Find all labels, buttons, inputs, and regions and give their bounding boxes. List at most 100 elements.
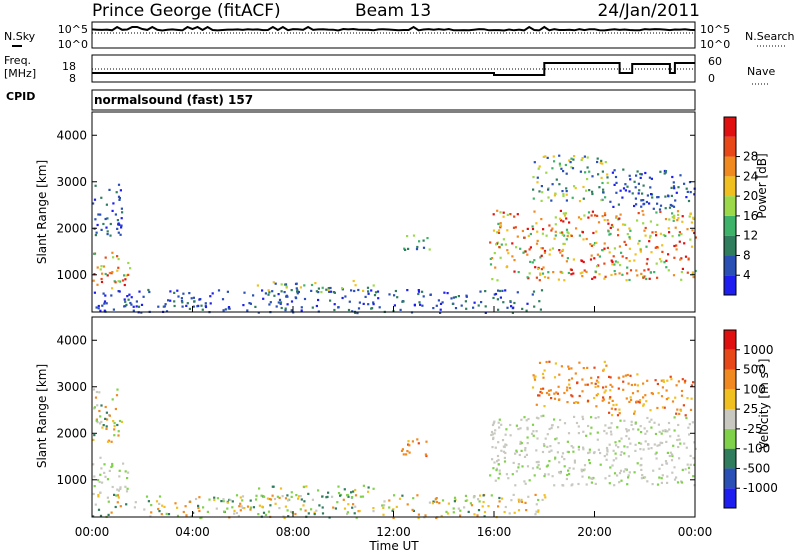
heatmap-cell bbox=[625, 428, 628, 431]
heatmap-cell bbox=[615, 444, 618, 447]
heatmap-cell bbox=[583, 214, 586, 217]
heatmap-cell bbox=[443, 291, 446, 294]
heatmap-cell bbox=[114, 213, 117, 216]
heatmap-cell bbox=[521, 307, 524, 310]
heatmap-cell bbox=[452, 296, 455, 299]
heatmap-cell bbox=[618, 217, 621, 220]
heatmap-cell bbox=[519, 440, 522, 443]
heatmap-cell bbox=[321, 512, 325, 515]
heatmap-cell bbox=[432, 307, 435, 310]
heatmap-cell bbox=[233, 509, 236, 512]
heatmap-cell bbox=[104, 475, 107, 478]
heatmap-cell bbox=[617, 203, 620, 206]
heatmap-cell bbox=[114, 281, 117, 284]
heatmap-cell bbox=[622, 380, 625, 383]
heatmap-cell bbox=[694, 269, 697, 273]
heatmap-cell bbox=[300, 498, 303, 501]
colorbar-swatch bbox=[724, 488, 736, 508]
heatmap-cell bbox=[526, 428, 529, 431]
heatmap-cell bbox=[254, 305, 257, 308]
colorbar-tick-label: 12 bbox=[743, 229, 758, 243]
heatmap-cell bbox=[537, 267, 540, 270]
heatmap-cell bbox=[602, 249, 605, 252]
heatmap-cell bbox=[553, 160, 556, 163]
colorbar-swatch bbox=[724, 409, 736, 429]
heatmap-cell bbox=[680, 278, 683, 281]
heatmap-cell bbox=[118, 198, 121, 201]
heatmap-cell bbox=[687, 258, 690, 261]
heatmap-cell bbox=[615, 216, 618, 219]
heatmap-cell bbox=[694, 236, 697, 239]
heatmap-cell bbox=[624, 374, 627, 377]
heatmap-cell bbox=[116, 269, 119, 272]
heatmap-cell bbox=[504, 451, 507, 455]
heatmap-cell bbox=[543, 494, 546, 497]
nave-tick-bottom: 0 bbox=[708, 72, 715, 85]
heatmap-cell bbox=[542, 414, 545, 417]
heatmap-cell bbox=[93, 475, 96, 478]
heatmap-cell bbox=[116, 501, 119, 504]
power-ylabel: Slant Range [km] bbox=[35, 160, 49, 264]
heatmap-cell bbox=[580, 468, 583, 471]
heatmap-cell bbox=[358, 509, 361, 513]
heatmap-cell bbox=[656, 223, 659, 226]
heatmap-cell bbox=[192, 296, 195, 299]
heatmap-cell bbox=[519, 427, 522, 430]
heatmap-cell bbox=[94, 503, 97, 506]
heatmap-cell bbox=[106, 217, 109, 220]
heatmap-cell bbox=[94, 184, 97, 187]
colorbar-swatch bbox=[724, 215, 736, 236]
heatmap-cell bbox=[610, 273, 613, 277]
heatmap-cell bbox=[337, 492, 341, 495]
heatmap-cell bbox=[555, 178, 558, 181]
heatmap-cell bbox=[394, 289, 397, 293]
heatmap-cell bbox=[669, 203, 672, 207]
heatmap-cell bbox=[332, 506, 335, 509]
heatmap-cell bbox=[271, 290, 274, 293]
heatmap-cell bbox=[264, 513, 267, 516]
heatmap-cell bbox=[633, 204, 636, 208]
heatmap-cell bbox=[540, 391, 544, 395]
heatmap-cell bbox=[92, 279, 95, 282]
heatmap-cell bbox=[391, 509, 394, 512]
colorbar-tick-label: 25 bbox=[743, 402, 758, 416]
heatmap-cell bbox=[510, 305, 513, 308]
heatmap-cell bbox=[104, 417, 107, 420]
heatmap-cell bbox=[613, 263, 616, 266]
heatmap-cell bbox=[388, 293, 391, 296]
heatmap-cell bbox=[562, 212, 565, 215]
heatmap-cell bbox=[479, 494, 482, 497]
heatmap-cell bbox=[608, 482, 611, 485]
heatmap-cell bbox=[93, 434, 96, 437]
heatmap-cell bbox=[661, 463, 664, 466]
heatmap-cell bbox=[557, 385, 560, 388]
heatmap-cell bbox=[465, 294, 468, 297]
heatmap-cell bbox=[550, 199, 553, 202]
heatmap-cell bbox=[556, 451, 559, 454]
heatmap-cell bbox=[268, 303, 271, 306]
heatmap-cell bbox=[374, 291, 378, 294]
heatmap-cell bbox=[520, 500, 524, 503]
heatmap-cell bbox=[643, 229, 646, 232]
heatmap-cell bbox=[501, 439, 505, 442]
heatmap-cell bbox=[451, 302, 454, 305]
heatmap-cell bbox=[516, 291, 519, 294]
heatmap-cell bbox=[638, 239, 641, 243]
nsearch-tick-top: 10^5 bbox=[700, 23, 730, 36]
heatmap-cell bbox=[290, 289, 293, 292]
heatmap-cell bbox=[511, 242, 514, 245]
heatmap-cell bbox=[117, 280, 120, 283]
heatmap-cell bbox=[637, 212, 640, 215]
heatmap-cell bbox=[593, 257, 596, 260]
heatmap-cell bbox=[661, 441, 664, 445]
heatmap-cell bbox=[513, 511, 516, 514]
heatmap-cell bbox=[533, 378, 537, 381]
heatmap-cell bbox=[347, 495, 350, 498]
heatmap-cell bbox=[142, 295, 145, 298]
heatmap-cell bbox=[533, 161, 536, 164]
heatmap-cell bbox=[535, 403, 538, 406]
heatmap-cell bbox=[604, 275, 607, 278]
heatmap-cell bbox=[269, 504, 272, 507]
colorbar-tick-label: -500 bbox=[743, 461, 770, 475]
heatmap-cell bbox=[549, 445, 552, 448]
